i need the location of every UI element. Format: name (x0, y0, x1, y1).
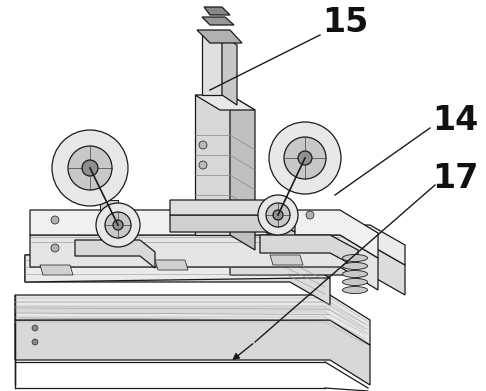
Circle shape (306, 239, 314, 247)
Text: 14: 14 (432, 104, 478, 136)
Polygon shape (170, 200, 295, 232)
Circle shape (51, 244, 59, 252)
Ellipse shape (343, 255, 367, 262)
Polygon shape (202, 35, 222, 95)
Polygon shape (222, 35, 237, 105)
Polygon shape (195, 95, 255, 110)
Text: 17: 17 (432, 161, 478, 194)
Circle shape (113, 220, 123, 230)
Circle shape (269, 122, 341, 194)
Polygon shape (25, 255, 330, 282)
Polygon shape (15, 295, 370, 345)
Polygon shape (100, 200, 118, 240)
Ellipse shape (343, 262, 367, 269)
Circle shape (51, 216, 59, 224)
Text: 15: 15 (322, 5, 368, 38)
Polygon shape (30, 235, 378, 290)
Polygon shape (230, 225, 405, 265)
Circle shape (96, 203, 140, 247)
Circle shape (199, 141, 207, 149)
Polygon shape (155, 260, 188, 270)
Circle shape (68, 146, 112, 190)
Circle shape (105, 212, 131, 238)
Polygon shape (40, 265, 73, 275)
Circle shape (32, 339, 38, 345)
Polygon shape (270, 255, 303, 265)
Circle shape (82, 160, 98, 176)
Polygon shape (197, 30, 242, 43)
Ellipse shape (343, 287, 367, 294)
Circle shape (32, 325, 38, 331)
Ellipse shape (343, 278, 367, 285)
Polygon shape (230, 245, 405, 295)
Circle shape (273, 210, 283, 220)
Circle shape (258, 195, 298, 235)
Circle shape (52, 130, 128, 206)
Circle shape (284, 137, 326, 179)
Polygon shape (30, 210, 378, 258)
Polygon shape (195, 95, 230, 235)
Circle shape (266, 203, 290, 227)
Polygon shape (15, 320, 370, 385)
Circle shape (298, 151, 312, 165)
Polygon shape (202, 17, 234, 25)
Circle shape (199, 161, 207, 169)
Polygon shape (230, 95, 255, 250)
Polygon shape (260, 235, 358, 268)
Polygon shape (170, 215, 295, 248)
Ellipse shape (343, 271, 367, 278)
Polygon shape (204, 7, 230, 15)
Polygon shape (25, 255, 330, 305)
Circle shape (306, 211, 314, 219)
Polygon shape (75, 240, 155, 268)
